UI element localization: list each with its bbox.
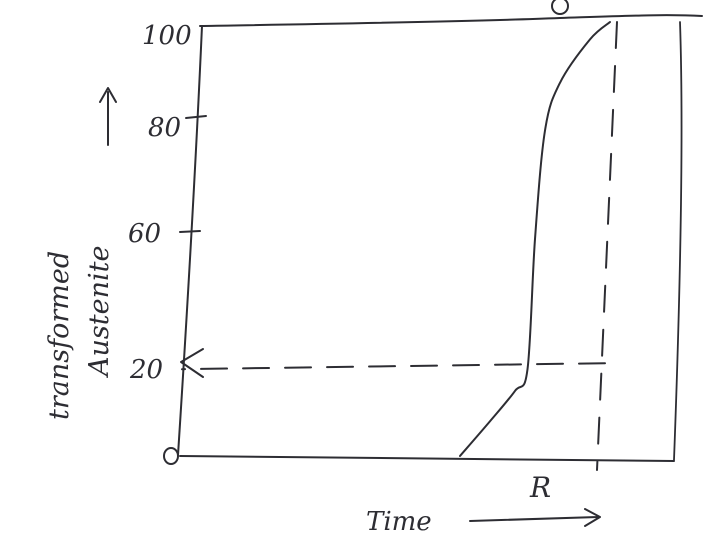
x-axis-arrow — [469, 508, 601, 527]
y-tick-label-20: 20 — [129, 355, 163, 385]
y-tick-label-60: 60 — [128, 219, 161, 249]
x-axis-label: Time — [366, 507, 432, 536]
y-axis-label-arrow — [99, 87, 117, 146]
x-axis — [179, 455, 675, 462]
origin-mark — [163, 447, 179, 465]
guide-arrowhead — [180, 348, 204, 378]
twenty-percent-guide-line — [181, 362, 606, 371]
y-tick-60 — [179, 230, 201, 233]
plot-frame-top — [199, 14, 703, 27]
y-tick-label-100: 100 — [142, 21, 192, 51]
curve-end-mark — [551, 0, 569, 15]
y-axis — [177, 25, 203, 456]
y-axis-label-line2: Austenite — [84, 246, 115, 379]
y-axis-label-group: transformed Austenite — [44, 246, 115, 420]
y-axis-label-line1: transformed — [44, 251, 75, 420]
y-tick-80 — [185, 115, 207, 119]
r-guide-line — [596, 21, 618, 471]
series-line — [459, 21, 611, 457]
x-marker-label: R — [529, 471, 551, 504]
y-tick-label-80: 80 — [148, 113, 181, 143]
plot-frame-right — [673, 21, 683, 461]
